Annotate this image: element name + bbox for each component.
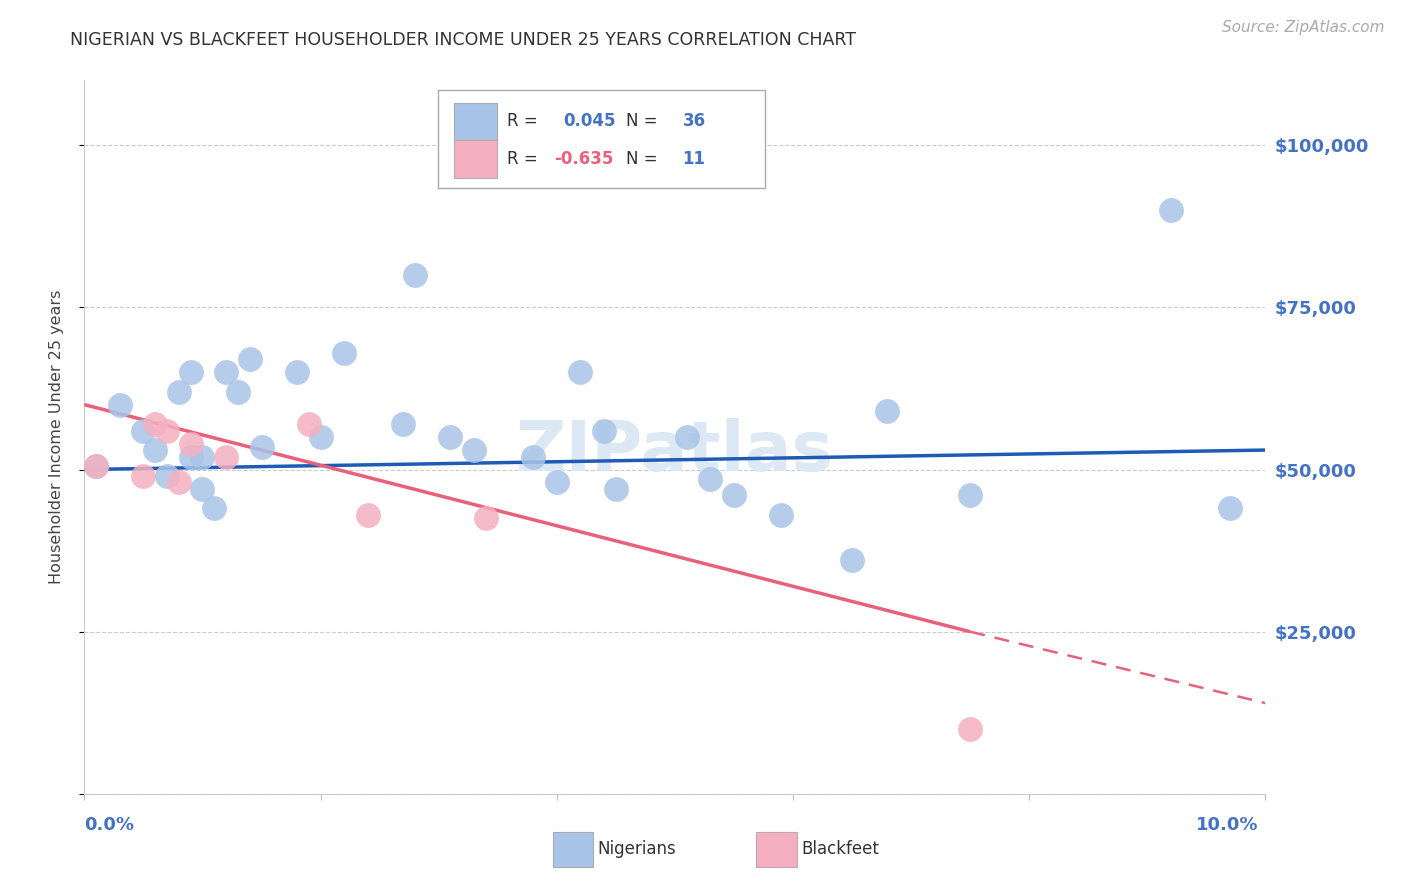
Text: NIGERIAN VS BLACKFEET HOUSEHOLDER INCOME UNDER 25 YEARS CORRELATION CHART: NIGERIAN VS BLACKFEET HOUSEHOLDER INCOME… bbox=[70, 31, 856, 49]
Point bbox=[392, 417, 415, 431]
Point bbox=[699, 472, 721, 486]
Point bbox=[167, 384, 190, 399]
Point bbox=[841, 553, 863, 567]
Point bbox=[876, 404, 898, 418]
Point bbox=[723, 488, 745, 502]
Point bbox=[108, 398, 131, 412]
Text: 36: 36 bbox=[682, 112, 706, 130]
Point bbox=[156, 469, 179, 483]
Point bbox=[298, 417, 321, 431]
Point bbox=[84, 459, 107, 474]
Point bbox=[143, 443, 166, 458]
Point bbox=[546, 475, 568, 490]
Point bbox=[605, 482, 627, 496]
Point bbox=[333, 345, 356, 359]
Point bbox=[180, 436, 202, 450]
Point bbox=[593, 424, 616, 438]
Point bbox=[180, 365, 202, 379]
Point bbox=[404, 268, 426, 282]
Text: 11: 11 bbox=[682, 150, 706, 168]
Point bbox=[463, 443, 485, 458]
Point bbox=[439, 430, 461, 444]
Point bbox=[1219, 501, 1241, 516]
Point bbox=[475, 511, 498, 525]
Text: 0.0%: 0.0% bbox=[84, 816, 135, 834]
Text: 0.045: 0.045 bbox=[564, 112, 616, 130]
Point bbox=[143, 417, 166, 431]
Point bbox=[191, 482, 214, 496]
Point bbox=[132, 469, 155, 483]
Text: Source: ZipAtlas.com: Source: ZipAtlas.com bbox=[1222, 20, 1385, 35]
Point bbox=[239, 352, 262, 367]
Text: Blackfeet: Blackfeet bbox=[801, 840, 879, 858]
Point bbox=[226, 384, 249, 399]
Point bbox=[215, 365, 238, 379]
Point bbox=[309, 430, 332, 444]
Text: N =: N = bbox=[626, 112, 664, 130]
Text: R =: R = bbox=[508, 150, 543, 168]
Text: ZIPatlas: ZIPatlas bbox=[516, 417, 834, 485]
Point bbox=[250, 440, 273, 454]
Point bbox=[167, 475, 190, 490]
Point bbox=[675, 430, 697, 444]
Point bbox=[357, 508, 380, 522]
Point bbox=[1160, 202, 1182, 217]
Point bbox=[770, 508, 793, 522]
Point bbox=[156, 424, 179, 438]
Point bbox=[191, 450, 214, 464]
Y-axis label: Householder Income Under 25 years: Householder Income Under 25 years bbox=[49, 290, 63, 584]
Point bbox=[959, 722, 981, 736]
Point bbox=[132, 424, 155, 438]
Point bbox=[84, 459, 107, 474]
Point bbox=[522, 450, 544, 464]
Point bbox=[202, 501, 225, 516]
Text: Nigerians: Nigerians bbox=[598, 840, 676, 858]
Text: 10.0%: 10.0% bbox=[1197, 816, 1258, 834]
Text: -0.635: -0.635 bbox=[554, 150, 613, 168]
Point bbox=[215, 450, 238, 464]
Text: R =: R = bbox=[508, 112, 543, 130]
Point bbox=[569, 365, 592, 379]
Point bbox=[285, 365, 308, 379]
Point bbox=[180, 450, 202, 464]
Text: N =: N = bbox=[626, 150, 664, 168]
Point bbox=[959, 488, 981, 502]
